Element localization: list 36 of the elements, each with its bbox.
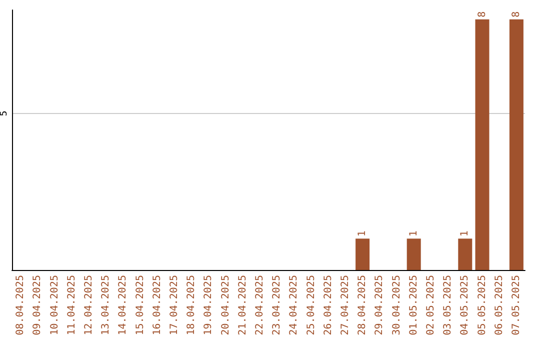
x-tick-label: 30.04.2025 xyxy=(391,275,402,336)
data-label: 8 xyxy=(476,11,488,18)
x-tick-label: 03.05.2025 xyxy=(442,275,454,336)
data-label: 1 xyxy=(357,230,368,237)
x-tick-label: 04.05.2025 xyxy=(460,275,471,336)
data-label: 1 xyxy=(460,230,471,237)
data-label: 1 xyxy=(408,230,420,237)
x-tick-label: 05.05.2025 xyxy=(476,275,488,336)
x-tick-label: 26.04.2025 xyxy=(322,275,334,336)
x-tick-label: 21.04.2025 xyxy=(237,275,248,336)
x-tick-label: 07.05.2025 xyxy=(510,275,522,336)
x-tick-label: 24.04.2025 xyxy=(288,275,300,336)
x-tick-label: 08.04.2025 xyxy=(15,275,26,336)
x-tick-label: 09.04.2025 xyxy=(32,275,44,336)
x-tick-label: 27.04.2025 xyxy=(340,275,351,336)
x-tick-label: 20.04.2025 xyxy=(220,275,232,336)
x-tick-label: 06.05.2025 xyxy=(494,275,505,336)
x-tick-label: 19.04.2025 xyxy=(203,275,214,336)
x-tick-label: 29.04.2025 xyxy=(374,275,386,336)
y-tick-label: 5 xyxy=(0,110,10,116)
x-tick-label: 15.04.2025 xyxy=(134,275,146,336)
x-tick-label: 18.04.2025 xyxy=(186,275,198,336)
x-tick-label: 13.04.2025 xyxy=(100,275,112,336)
x-tick-label: 25.04.2025 xyxy=(306,275,317,336)
x-tick-label: 11.04.2025 xyxy=(66,275,78,336)
x-tick-label: 10.04.2025 xyxy=(49,275,60,336)
x-tick-label: 23.04.2025 xyxy=(272,275,283,336)
x-tick-label: 02.05.2025 xyxy=(425,275,436,336)
x-tick-label: 22.04.2025 xyxy=(254,275,266,336)
data-label: 8 xyxy=(510,11,522,18)
x-tick-label: 01.05.2025 xyxy=(408,275,420,336)
x-tick-label: 12.04.2025 xyxy=(83,275,94,336)
x-tick-label: 14.04.2025 xyxy=(118,275,129,336)
x-tick-label: 16.04.2025 xyxy=(152,275,163,336)
x-tick-label: 28.04.2025 xyxy=(357,275,368,336)
x-tick-label: 17.04.2025 xyxy=(168,275,180,336)
